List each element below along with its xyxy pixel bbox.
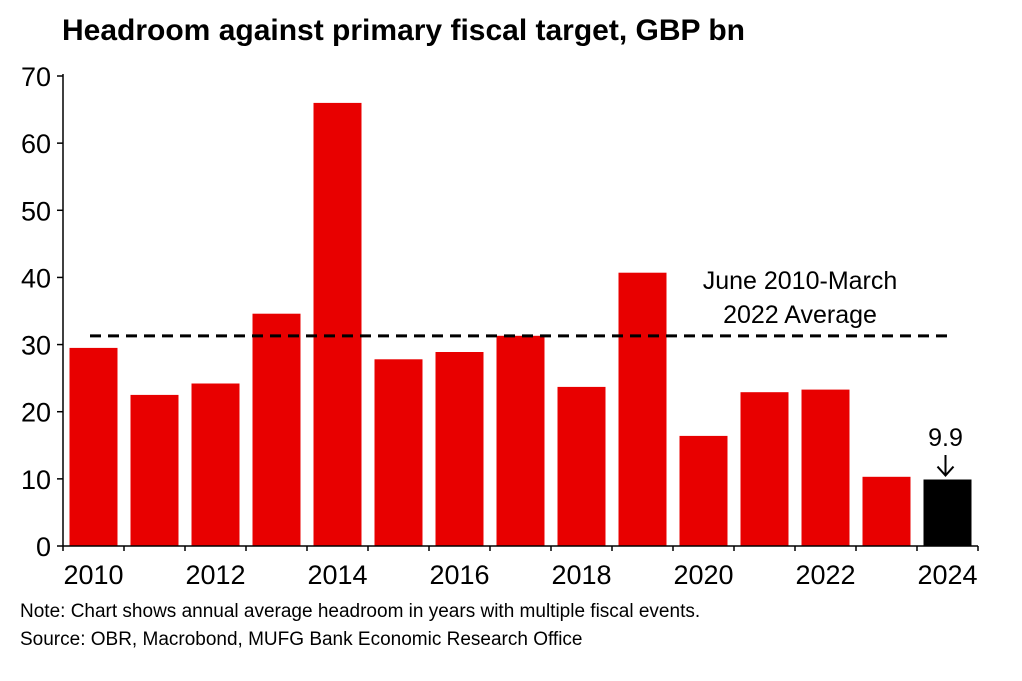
- average-label-line2: 2022 Average: [723, 301, 877, 329]
- bar-2013: [252, 313, 301, 546]
- x-tick-label: 2020: [673, 560, 733, 590]
- bar-2017: [496, 335, 545, 546]
- y-tick-label: 60: [21, 129, 51, 159]
- bars-group: [69, 102, 972, 547]
- chart-note: Note: Chart shows annual average headroo…: [20, 601, 701, 622]
- bar-2014: [313, 102, 362, 547]
- bar-2015: [374, 359, 423, 546]
- y-tick-label: 30: [21, 331, 51, 361]
- annotation-arrow-head: [936, 465, 955, 478]
- y-tick-label: 70: [21, 62, 51, 92]
- average-label-line1: June 2010-March: [703, 267, 898, 295]
- bar-2020: [679, 435, 728, 546]
- y-tick-label: 40: [21, 263, 51, 293]
- x-tick-label: 2012: [185, 560, 245, 590]
- bar-2012: [191, 383, 240, 546]
- chart-title: Headroom against primary fiscal target, …: [62, 14, 745, 47]
- labels-group: 0 10 20 30 40 50 60 70 2010 2012 2014 2016 2018 2020 2…: [21, 62, 978, 590]
- bar-2024: [923, 479, 972, 546]
- y-tick-label: 10: [21, 465, 51, 495]
- x-tick-label: 2010: [63, 560, 123, 590]
- x-tick-label: 2022: [795, 560, 855, 590]
- bar-2011: [130, 394, 179, 546]
- chart-source: Source: OBR, Macrobond, MUFG Bank Econom…: [20, 629, 583, 650]
- bar-2023: [862, 476, 911, 546]
- axes-group: [57, 74, 979, 551]
- x-tick-label: 2024: [917, 560, 977, 590]
- y-tick-label: 50: [21, 196, 51, 226]
- bar-2010: [69, 347, 118, 546]
- bar-2018: [557, 386, 606, 546]
- bar-2022: [801, 389, 850, 546]
- y-tick-label: 20: [21, 398, 51, 428]
- y-tick-label: 0: [36, 532, 51, 562]
- x-tick-label: 2014: [307, 560, 367, 590]
- bar-2019: [618, 272, 667, 546]
- x-tick-label: 2016: [429, 560, 489, 590]
- bar-2021: [740, 392, 789, 546]
- bar-2016: [435, 352, 484, 546]
- bar-value-label: 9.9: [928, 424, 963, 452]
- x-tick-label: 2018: [551, 560, 611, 590]
